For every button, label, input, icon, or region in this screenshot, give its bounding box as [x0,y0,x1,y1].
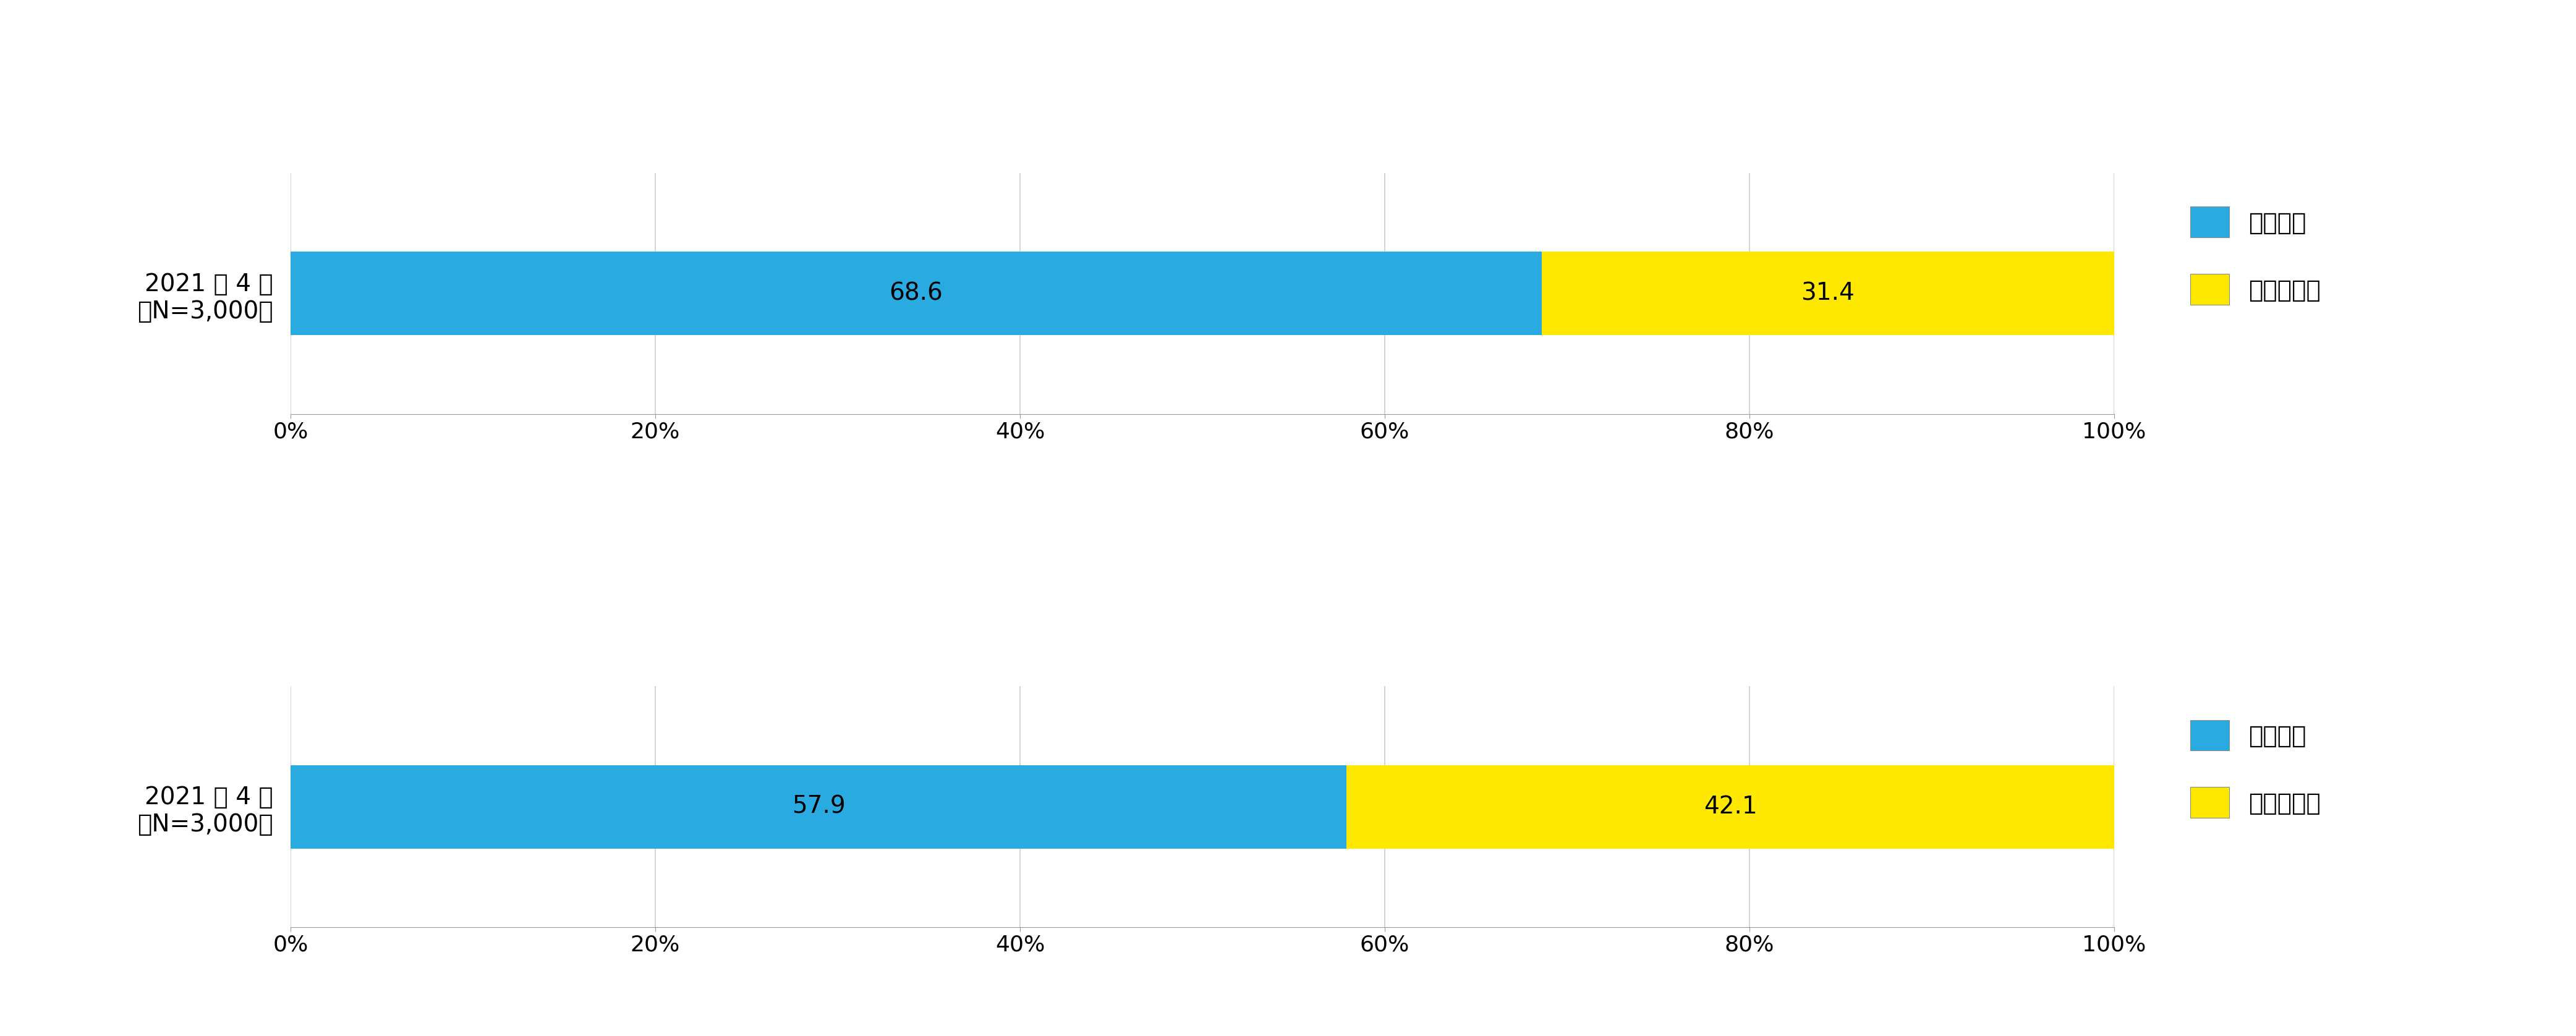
Bar [1540,252,2115,336]
Bar [291,765,1347,848]
Text: 42.1: 42.1 [1703,795,1757,818]
Legend: 同意する, 同意しない: 同意する, 同意しない [2182,197,2331,314]
Text: 図５　私は現在のコロナに関するルールの情報を探したり、それに従ったりすることに疲れた: 図５ 私は現在のコロナに関するルールの情報を探したり、それに従ったりすることに疲… [149,583,799,609]
Legend: 同意する, 同意しない: 同意する, 同意しない [2182,711,2331,828]
Text: 図４　私はコロナ危機下の生活に、とてもうまく折り合いをつけることができた: 図４ 私はコロナ危機下の生活に、とてもうまく折り合いをつけることができた [149,92,706,118]
Bar [291,252,1540,336]
Text: 68.6: 68.6 [889,282,943,306]
Text: 57.9: 57.9 [791,795,845,818]
Bar [1347,765,2115,848]
Text: 31.4: 31.4 [1801,282,1855,306]
